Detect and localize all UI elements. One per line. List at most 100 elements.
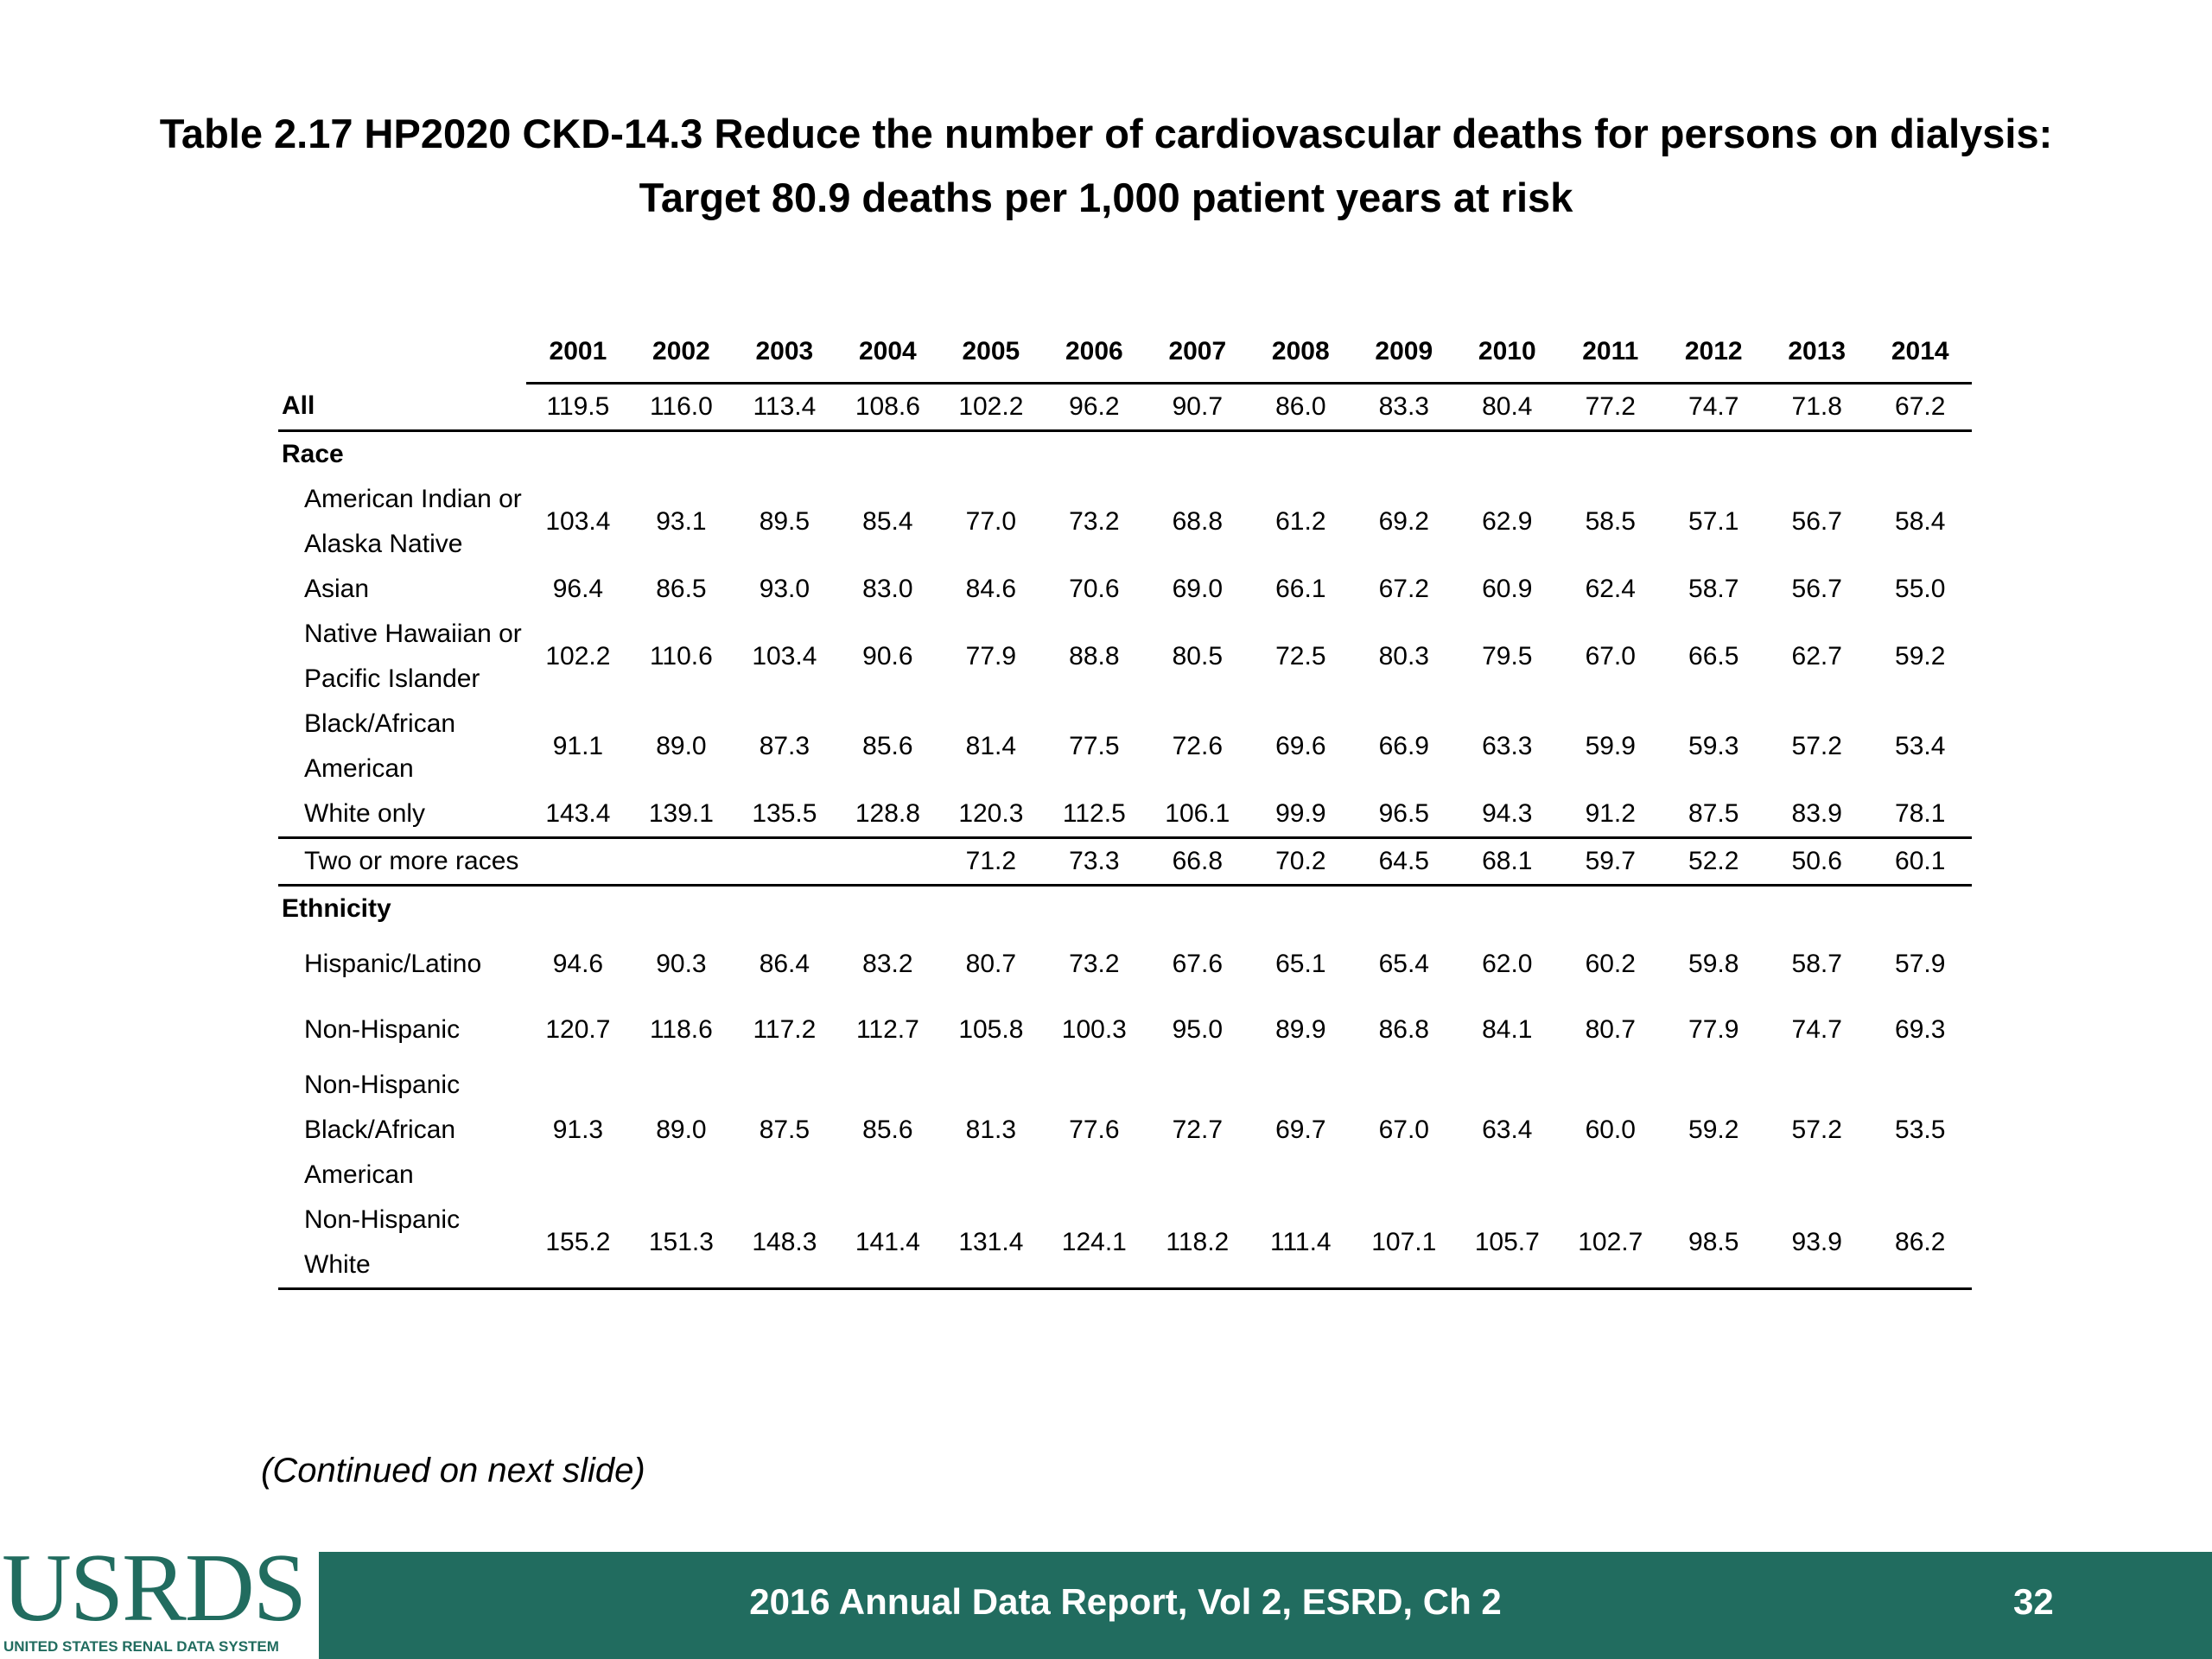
cell-value: 84.1 [1482, 1015, 1533, 1044]
column-header: 2014 [1868, 321, 1972, 385]
empty-cell [939, 431, 1042, 478]
cell-value: 89.5 [759, 507, 810, 536]
cell-value: 112.5 [1042, 791, 1147, 839]
cell-value: 62.4 [1585, 575, 1636, 603]
cell-value: 66.9 [1378, 732, 1429, 760]
empty-cell [1662, 886, 1765, 932]
cell-value: 119.5 [526, 383, 630, 432]
cell-value: 96.5 [1352, 791, 1456, 839]
cell-value: 135.5 [733, 791, 836, 839]
cell-value: 59.8 [1688, 950, 1739, 978]
cell-value: 151.3 [629, 1198, 734, 1290]
empty-cell [836, 886, 939, 932]
cell-value: 102.2 [545, 642, 611, 671]
cell-value: 93.0 [759, 575, 810, 603]
empty-cell [1765, 886, 1868, 932]
cell-value: 141.4 [836, 1198, 940, 1290]
cell-value: 72.5 [1275, 642, 1326, 671]
row-label: Asian [304, 575, 370, 603]
cell-value: 77.6 [1069, 1116, 1120, 1144]
empty-cell [1352, 886, 1455, 932]
cell-value: 53.5 [1895, 1116, 1946, 1144]
cell-value: 91.3 [552, 1116, 604, 1144]
cell-value: 106.1 [1146, 791, 1249, 839]
column-header: 2002 [629, 321, 734, 385]
empty-cell [526, 886, 629, 932]
column-header: 2008 [1249, 321, 1353, 385]
section-row: Ethnicity [278, 886, 1972, 932]
empty-cell [1662, 431, 1765, 478]
cell-value: 89.0 [656, 732, 707, 760]
cell-value: 66.1 [1275, 575, 1326, 603]
cell-value: 118.6 [649, 1015, 713, 1044]
cell-value: 69.0 [1172, 575, 1224, 603]
footer-bar [0, 1552, 2212, 1659]
cell-value: 77.2 [1559, 383, 1662, 432]
cell-value: 85.6 [862, 1116, 913, 1144]
row-label: White only [278, 791, 527, 839]
data-row: Non-Hispanic Black/African American 91.3 8… [278, 1063, 1972, 1198]
cell-value: 50.6 [1764, 837, 1869, 887]
cell-value: 67.6 [1172, 950, 1224, 978]
cell-value: 85.6 [862, 732, 913, 760]
column-header: 2005 [939, 321, 1043, 385]
logo: USRDS UNITED STATES RENAL DATA SYSTEM [0, 1540, 319, 1659]
cell-value: 79.5 [1482, 642, 1533, 671]
column-header: 2010 [1455, 321, 1560, 385]
cell-value: 59.7 [1559, 837, 1662, 887]
empty-cell [1352, 431, 1455, 478]
cell-value: 74.7 [1662, 383, 1765, 432]
empty-cell [733, 886, 836, 932]
cell-value: 89.9 [1275, 1015, 1326, 1044]
cell-value: 68.1 [1455, 837, 1560, 887]
data-row: All 119.5 116.0 113.4 108.6 102.2 96.2 90.7 86.0… [278, 383, 1972, 432]
cell-value: 69.3 [1895, 1015, 1946, 1044]
cell-value: 143.4 [526, 791, 630, 839]
cell-value: 87.3 [759, 732, 810, 760]
data-row: White only 143.4 139.1 135.5 128.8 120.3 112.5… [278, 791, 1972, 839]
cell-value: 93.9 [1764, 1198, 1869, 1290]
cell-value: 120.7 [545, 1015, 611, 1044]
cell-value: 72.7 [1172, 1116, 1224, 1144]
empty-cell [836, 431, 939, 478]
title: Table 2.17 HP2020 CKD-14.3 Reduce the nu… [0, 102, 2212, 230]
cell-value: 73.2 [1069, 950, 1120, 978]
cell-value: 67.2 [1868, 383, 1972, 432]
empty-cell [1456, 886, 1559, 932]
cell-value: 59.3 [1688, 732, 1739, 760]
row-label: Native Hawaiian or Pacific Islander [304, 620, 522, 693]
column-header: 2003 [733, 321, 836, 385]
note: (Continued on next slide) [261, 1452, 645, 1490]
cell-value: 117.2 [753, 1015, 817, 1044]
empty-cell [733, 431, 836, 478]
cell-value: 113.4 [733, 383, 836, 432]
column-header: 2007 [1146, 321, 1249, 385]
cell-value: 128.8 [836, 791, 940, 839]
cell-value: 90.6 [862, 642, 913, 671]
cell-value: 93.1 [656, 507, 707, 536]
cell-value: 108.6 [836, 383, 940, 432]
cell-value: 85.4 [862, 507, 913, 536]
cell-value: 102.7 [1559, 1198, 1662, 1290]
cell-value: 71.2 [939, 837, 1043, 887]
cell-value: 95.0 [1172, 1015, 1224, 1044]
cell-value: 86.2 [1868, 1198, 1972, 1290]
row-label: Non-Hispanic Black/African American [304, 1071, 461, 1189]
cell-value: 71.8 [1764, 383, 1869, 432]
cell-value: 65.1 [1275, 950, 1326, 978]
cell-value: 70.2 [1249, 837, 1353, 887]
cell-value: 90.7 [1146, 383, 1249, 432]
cell-value: 63.4 [1482, 1116, 1533, 1144]
cell-value: 55.0 [1895, 575, 1946, 603]
cell-value: 96.4 [552, 575, 604, 603]
data-row: Two or more races 71.2 73.3 66.8 70.2 64.5 68.… [278, 837, 1972, 887]
row-label: Hispanic/Latino [304, 950, 482, 978]
column-header: 2013 [1764, 321, 1869, 385]
cell-value: 57.2 [1791, 732, 1842, 760]
cell-value: 53.4 [1895, 732, 1946, 760]
cell-value: 87.5 [759, 1116, 810, 1144]
cell-value: 112.7 [855, 1015, 919, 1044]
cell-value: 59.2 [1895, 642, 1946, 671]
cell-value: 131.4 [939, 1198, 1043, 1290]
data-row: Non-Hispanic White 155.2 151.3 148.3 141.4 13… [278, 1198, 1972, 1290]
